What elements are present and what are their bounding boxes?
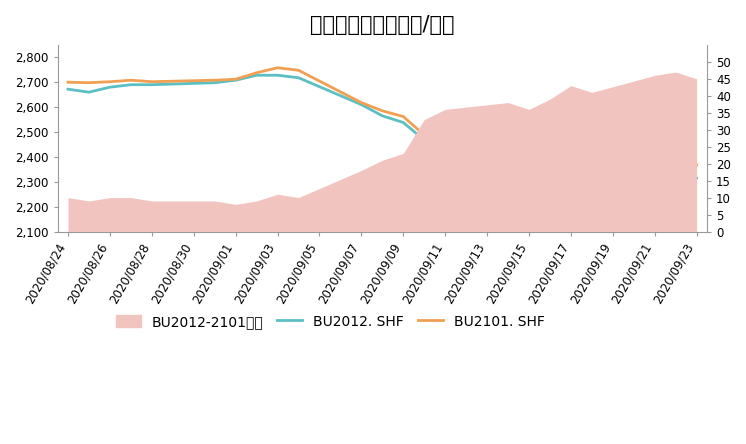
Legend: BU2012-2101价差, BU2012. SHF, BU2101. SHF: BU2012-2101价差, BU2012. SHF, BU2101. SHF [110, 309, 551, 334]
Title: 氥青近远月价差（元/吨）: 氥青近远月价差（元/吨） [310, 15, 454, 35]
